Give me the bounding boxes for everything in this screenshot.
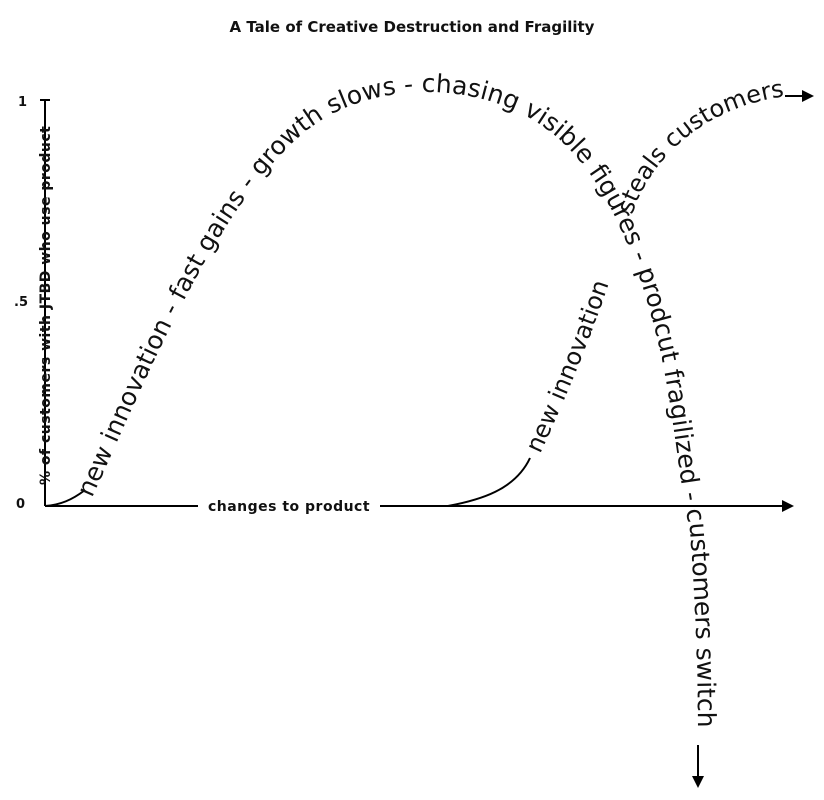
y-tick-0: 0 xyxy=(16,497,25,512)
curve-2-rise-textpath: new innovation xyxy=(520,276,615,456)
curve-2-top-textpath: steals customers xyxy=(611,75,785,218)
page-title: A Tale of Creative Destruction and Fragi… xyxy=(230,18,595,36)
curve-2-rise-text: new innovation xyxy=(520,276,615,456)
y-tick-1: 1 xyxy=(18,95,27,110)
y-axis-label: % of customers with JTBD who use product xyxy=(38,126,54,485)
curve-1-start-line xyxy=(44,489,86,507)
curve-2-start-line xyxy=(447,457,531,507)
y-tick-half: .5 xyxy=(14,295,28,310)
curve-1-textpath: new innovation - fast gains - growth slo… xyxy=(71,69,721,728)
curve-2-top-text: steals customers xyxy=(611,75,785,218)
x-axis-label: changes to product xyxy=(208,499,370,515)
curve-1-text: new innovation - fast gains - growth slo… xyxy=(71,69,721,728)
